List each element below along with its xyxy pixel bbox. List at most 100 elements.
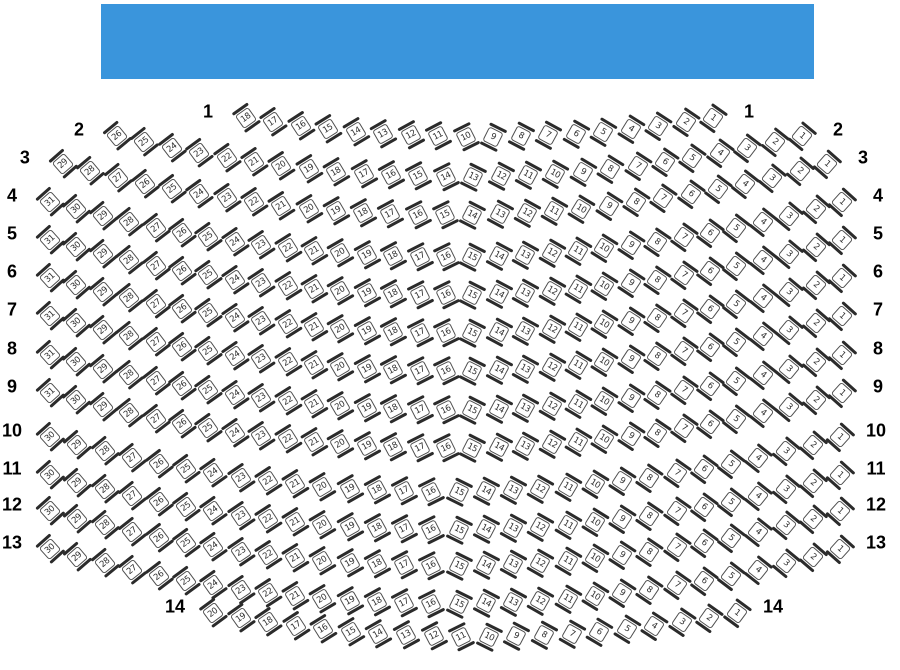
seat[interactable]: 24 bbox=[223, 268, 246, 291]
seat[interactable]: 10 bbox=[593, 237, 616, 260]
seat[interactable]: 17 bbox=[393, 592, 415, 615]
seat[interactable]: 11 bbox=[450, 626, 472, 648]
seat[interactable]: 1 bbox=[830, 266, 854, 290]
seat[interactable]: 11 bbox=[567, 315, 589, 338]
seat[interactable]: 6 bbox=[679, 182, 702, 206]
seat[interactable]: 16 bbox=[435, 360, 457, 382]
seat[interactable]: 6 bbox=[698, 374, 722, 397]
seat[interactable]: 30 bbox=[65, 235, 88, 259]
seat[interactable]: 24 bbox=[223, 344, 246, 367]
seat[interactable]: 12 bbox=[540, 356, 563, 379]
seat[interactable]: 30 bbox=[38, 463, 62, 487]
seat[interactable]: 26 bbox=[147, 564, 171, 587]
seat[interactable]: 28 bbox=[93, 440, 116, 463]
seat[interactable]: 1 bbox=[830, 304, 854, 328]
seat[interactable]: 21 bbox=[284, 547, 307, 570]
seat[interactable]: 15 bbox=[317, 118, 340, 141]
seat[interactable]: 1 bbox=[790, 124, 814, 148]
seat[interactable]: 16 bbox=[380, 164, 402, 187]
seat[interactable]: 5 bbox=[615, 618, 638, 641]
seat[interactable]: 8 bbox=[646, 344, 669, 367]
seat[interactable]: 20 bbox=[311, 587, 334, 610]
seat[interactable]: 17 bbox=[393, 518, 415, 541]
seat[interactable]: 1 bbox=[830, 228, 854, 252]
seat[interactable]: 7 bbox=[672, 340, 695, 363]
seat[interactable]: 14 bbox=[344, 120, 367, 143]
seat[interactable]: 19 bbox=[297, 158, 320, 181]
seat[interactable]: 12 bbox=[515, 201, 538, 224]
seat[interactable]: 13 bbox=[514, 396, 537, 419]
seat[interactable]: 2 bbox=[801, 545, 825, 568]
seat[interactable]: 7 bbox=[665, 500, 688, 523]
seat[interactable]: 8 bbox=[638, 540, 661, 563]
seat[interactable]: 6 bbox=[588, 620, 611, 643]
seat[interactable]: 18 bbox=[257, 611, 280, 634]
seat[interactable]: 9 bbox=[619, 348, 642, 371]
seat[interactable]: 7 bbox=[672, 302, 695, 325]
seat[interactable]: 9 bbox=[571, 160, 594, 183]
seat[interactable]: 8 bbox=[646, 230, 669, 253]
seat[interactable]: 3 bbox=[774, 440, 797, 463]
seat[interactable]: 26 bbox=[147, 526, 171, 549]
seat[interactable]: 26 bbox=[170, 297, 194, 320]
seat[interactable]: 28 bbox=[78, 159, 102, 183]
seat[interactable]: 11 bbox=[543, 199, 566, 222]
seat[interactable]: 9 bbox=[505, 625, 528, 648]
seat[interactable]: 24 bbox=[223, 421, 246, 444]
seat[interactable]: 21 bbox=[303, 353, 325, 376]
seat[interactable]: 18 bbox=[234, 106, 258, 130]
seat[interactable]: 30 bbox=[65, 311, 88, 335]
seat[interactable]: 4 bbox=[733, 172, 757, 195]
seat[interactable]: 25 bbox=[197, 226, 220, 249]
seat[interactable]: 26 bbox=[105, 124, 129, 148]
seat[interactable]: 24 bbox=[202, 500, 225, 523]
seat[interactable]: 8 bbox=[638, 466, 661, 489]
seat[interactable]: 31 bbox=[38, 381, 62, 405]
seat[interactable]: 29 bbox=[65, 471, 89, 494]
seat[interactable]: 12 bbox=[422, 625, 445, 648]
seat[interactable]: 17 bbox=[408, 359, 431, 382]
seat[interactable]: 3 bbox=[761, 166, 784, 189]
seat[interactable]: 6 bbox=[698, 412, 722, 435]
seat[interactable]: 12 bbox=[540, 318, 563, 341]
seat[interactable]: 3 bbox=[646, 114, 670, 138]
seat[interactable]: 18 bbox=[382, 359, 405, 381]
seat[interactable]: 5 bbox=[592, 120, 615, 143]
seat[interactable]: 9 bbox=[610, 582, 634, 605]
seat[interactable]: 21 bbox=[270, 194, 293, 217]
seat[interactable]: 19 bbox=[355, 434, 378, 457]
seat[interactable]: 5 bbox=[725, 254, 748, 277]
seat[interactable]: 8 bbox=[646, 268, 669, 291]
seat[interactable]: 25 bbox=[197, 417, 220, 440]
seat[interactable]: 9 bbox=[610, 470, 634, 493]
seat[interactable]: 2 bbox=[763, 131, 786, 154]
seat[interactable]: 13 bbox=[514, 434, 537, 457]
seat[interactable]: 13 bbox=[502, 517, 524, 540]
seat[interactable]: 24 bbox=[202, 462, 225, 485]
seat[interactable]: 2 bbox=[804, 235, 827, 259]
seat[interactable]: 22 bbox=[276, 428, 299, 451]
seat[interactable]: 1 bbox=[828, 463, 852, 487]
seat[interactable]: 1 bbox=[828, 425, 852, 449]
seat[interactable]: 10 bbox=[570, 197, 593, 220]
seat[interactable]: 27 bbox=[144, 407, 167, 430]
seat[interactable]: 24 bbox=[223, 230, 246, 253]
seat[interactable]: 12 bbox=[529, 477, 552, 500]
seat[interactable]: 29 bbox=[91, 242, 115, 266]
seat[interactable]: 4 bbox=[751, 286, 775, 310]
seat[interactable]: 18 bbox=[366, 517, 388, 540]
seat[interactable]: 3 bbox=[777, 395, 801, 419]
seat[interactable]: 17 bbox=[408, 436, 431, 459]
seat[interactable]: 13 bbox=[462, 166, 484, 188]
seat[interactable]: 6 bbox=[692, 495, 715, 518]
seat[interactable]: 18 bbox=[366, 591, 388, 614]
seat[interactable]: 2 bbox=[801, 433, 825, 456]
seat[interactable]: 20 bbox=[329, 395, 352, 418]
seat[interactable]: 17 bbox=[393, 554, 415, 577]
seat[interactable]: 11 bbox=[567, 239, 589, 262]
seat[interactable]: 3 bbox=[777, 242, 801, 266]
seat[interactable]: 14 bbox=[475, 480, 497, 503]
seat[interactable]: 12 bbox=[540, 242, 563, 265]
seat[interactable]: 6 bbox=[698, 297, 722, 320]
seat[interactable]: 11 bbox=[556, 549, 579, 572]
